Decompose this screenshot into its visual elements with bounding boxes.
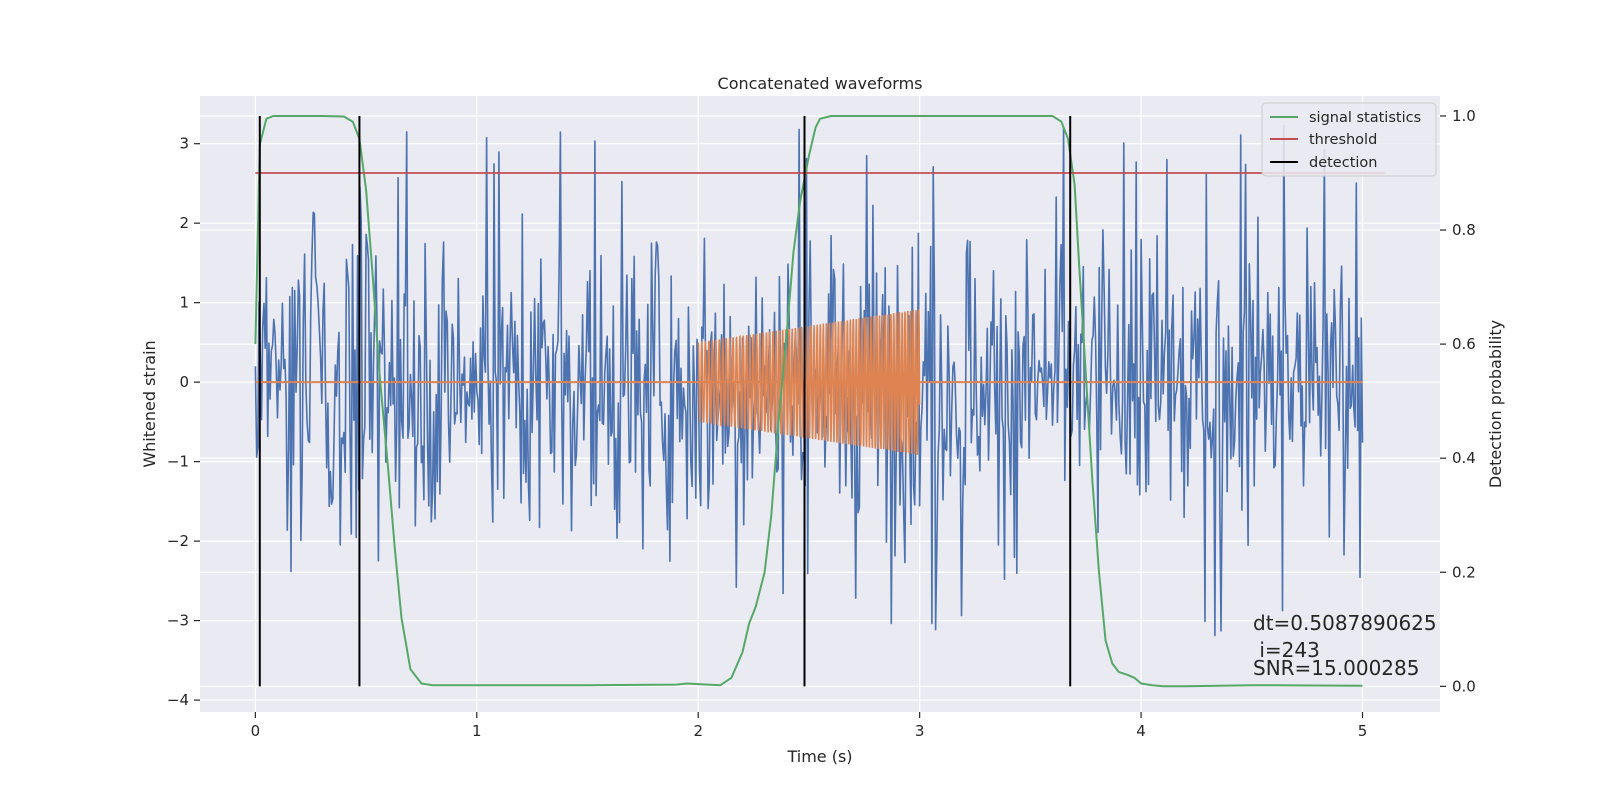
y2-tick-label: 0.2 xyxy=(1452,563,1476,581)
y2-tick-label: 0.6 xyxy=(1452,335,1476,353)
y2-tick-label: 0.4 xyxy=(1452,449,1476,467)
axes: 0 1 2 3 4 5 −4 −3 −2 −1 0 1 2 3 0.0 0.2 0.4 0.6 0.8 1.0 xyxy=(167,107,1476,740)
y-tick-label: −3 xyxy=(167,612,189,630)
annotation-index: i=243 xyxy=(1253,638,1320,662)
x-tick-label: 5 xyxy=(1358,722,1368,740)
y-tick-label: −2 xyxy=(167,532,189,550)
y-tick-label: −1 xyxy=(167,453,189,471)
legend-label-signal-statistics: signal statistics xyxy=(1309,110,1421,126)
y-axis-label: Whitened strain xyxy=(140,340,159,467)
y2-tick-label: 0.8 xyxy=(1452,221,1476,239)
noise-series xyxy=(254,125,1364,637)
detection-series xyxy=(258,115,1072,687)
x-tick-label: 4 xyxy=(1136,722,1146,740)
y-tick-label: 0 xyxy=(179,373,189,391)
legend-label-detection: detection xyxy=(1309,155,1377,171)
y-tick-label: 3 xyxy=(179,135,189,153)
y-tick-label: −4 xyxy=(167,691,189,709)
signal-statistics-line xyxy=(254,115,1363,688)
legend: signal statistics threshold detection xyxy=(1261,102,1437,177)
signal-statistics-series xyxy=(254,115,1363,688)
y-tick-label: 2 xyxy=(179,214,189,232)
annotation-dt: dt=0.5087890625 xyxy=(1253,611,1437,635)
injected-signal-series xyxy=(255,309,1363,455)
x-tick-label: 1 xyxy=(472,722,482,740)
injected-signal-line xyxy=(697,309,921,455)
y2-axis-label: Detection probability xyxy=(1486,320,1505,488)
chart-title: Concatenated waveforms xyxy=(718,74,923,93)
y2-tick-label: 0.0 xyxy=(1452,677,1476,695)
noise-line xyxy=(254,125,1364,637)
y-tick-label: 1 xyxy=(179,294,189,312)
x-tick-label: 2 xyxy=(693,722,703,740)
x-tick-label: 0 xyxy=(251,722,261,740)
annotations: dt=0.5087890625 i=243 SNR=15.000285 xyxy=(1253,611,1437,680)
x-tick-label: 3 xyxy=(915,722,925,740)
annotation-snr: SNR=15.000285 xyxy=(1253,656,1419,680)
x-axis-label: Time (s) xyxy=(786,747,852,766)
legend-box xyxy=(1261,102,1437,177)
y2-tick-label: 1.0 xyxy=(1452,107,1476,125)
legend-label-threshold: threshold xyxy=(1309,132,1377,148)
